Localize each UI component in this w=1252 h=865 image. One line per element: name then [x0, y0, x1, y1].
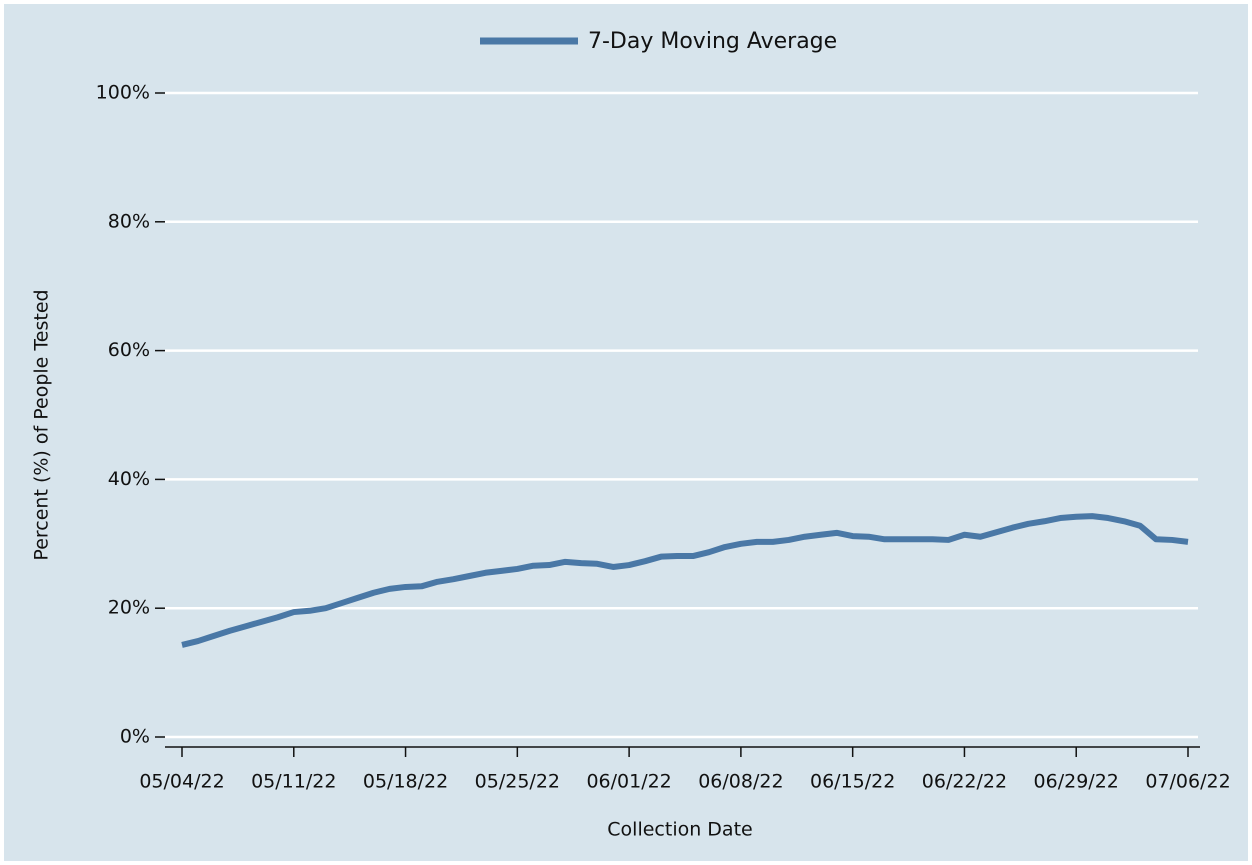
y-tick-label: 100%: [96, 82, 150, 104]
y-tick-label: 20%: [108, 597, 150, 619]
y-tick-label: 60%: [108, 339, 150, 361]
x-tick-label: 05/11/22: [251, 771, 336, 793]
plot-background: [4, 4, 1248, 861]
legend-label: 7-Day Moving Average: [588, 29, 837, 54]
y-axis-title: Percent (%) of People Tested: [31, 289, 53, 560]
x-tick-label: 06/01/22: [586, 771, 671, 793]
x-tick-label: 06/15/22: [810, 771, 895, 793]
x-tick-label: 05/25/22: [475, 771, 560, 793]
x-tick-label: 07/06/22: [1145, 771, 1230, 793]
data-line: [181, 513, 1189, 648]
x-tick-label: 06/22/22: [922, 771, 1007, 793]
x-tick-label: 06/08/22: [698, 771, 783, 793]
y-tick-label: 0%: [120, 726, 150, 748]
x-axis-title: Collection Date: [607, 819, 752, 841]
x-tick-label: 05/18/22: [363, 771, 448, 793]
y-tick-label: 80%: [108, 210, 150, 232]
x-tick-label: 06/29/22: [1034, 771, 1119, 793]
x-tick-label: 05/04/22: [139, 771, 224, 793]
y-tick-label: 40%: [108, 468, 150, 490]
